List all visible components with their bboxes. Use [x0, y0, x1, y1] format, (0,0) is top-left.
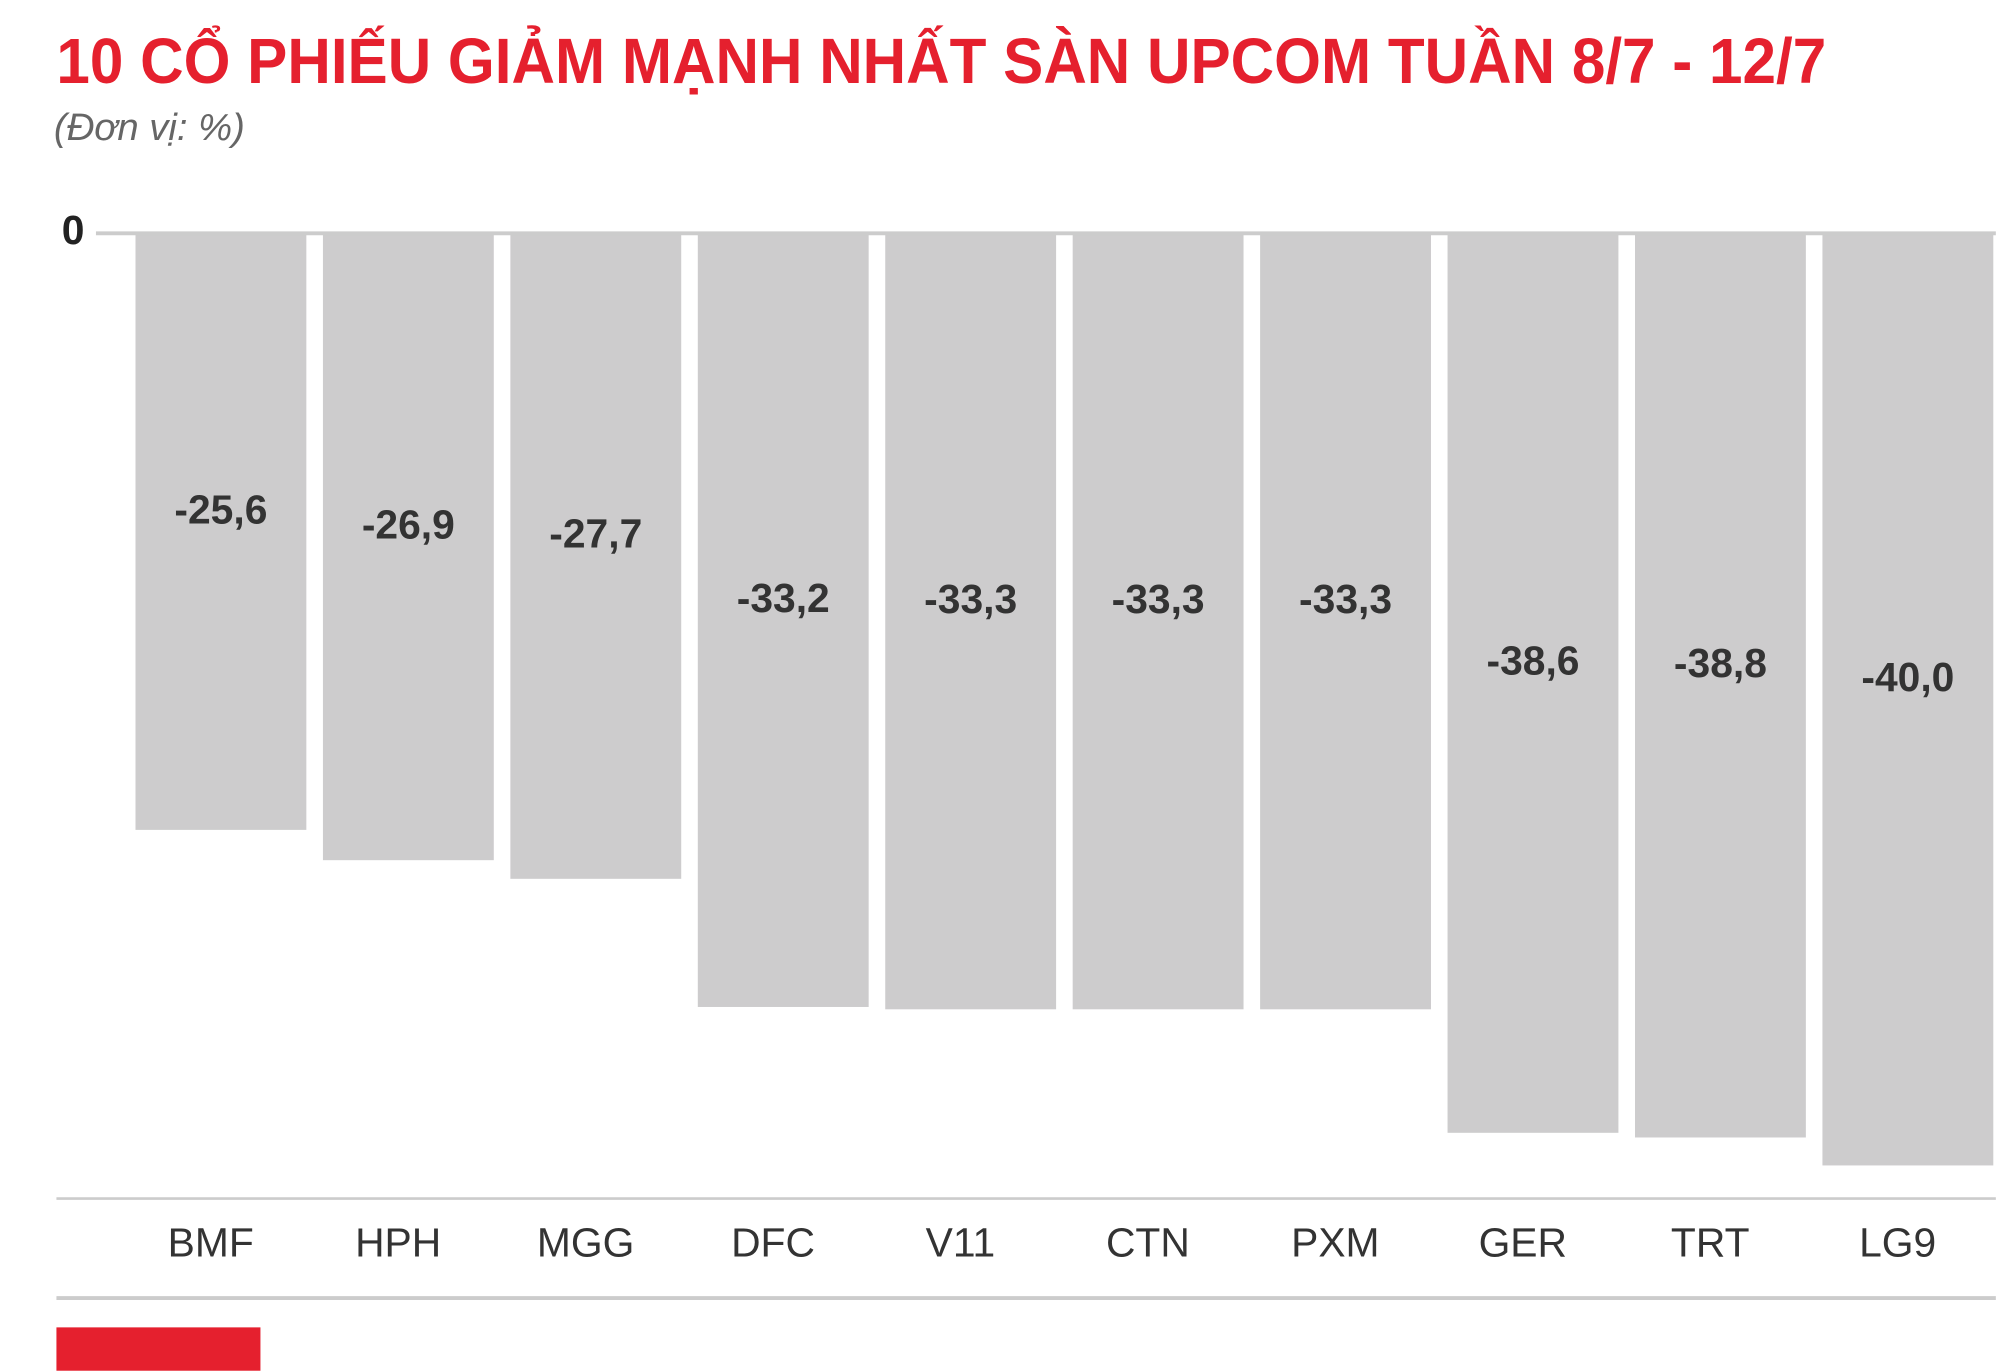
x-tick-label: V11: [926, 1220, 996, 1266]
x-tick-label: PXM: [1291, 1220, 1379, 1266]
value-label: -38,6: [1486, 638, 1579, 684]
x-tick-label: TRT: [1671, 1220, 1750, 1266]
bar: [1260, 233, 1431, 1010]
chart-title: 10 CỔ PHIẾU GIẢM MẠNH NHẤT SÀN UPCOM TUẦ…: [56, 25, 1826, 97]
bar: [322, 233, 494, 861]
y-tick-label: 0: [62, 207, 85, 253]
chart-subtitle: (Đơn vị: %): [54, 106, 245, 149]
x-tick-label: MGG: [537, 1220, 634, 1266]
value-label: -25,6: [174, 486, 267, 532]
bar: [697, 233, 869, 1007]
value-label: -33,2: [737, 575, 830, 621]
bar: [510, 233, 682, 879]
logo-box: [56, 1327, 261, 1371]
x-tick-label: GER: [1479, 1220, 1567, 1266]
bar: [885, 233, 1057, 1010]
value-label: -33,3: [1112, 576, 1205, 622]
value-label: -33,3: [1299, 576, 1392, 622]
value-label: -40,0: [1861, 654, 1954, 700]
x-tick-label: BMF: [168, 1220, 254, 1266]
value-label: -33,3: [924, 576, 1017, 622]
value-label: -26,9: [362, 501, 455, 547]
x-tick-label: HPH: [355, 1220, 441, 1266]
bar: [1822, 233, 1994, 1166]
bar: [1072, 233, 1244, 1010]
bar: [135, 233, 307, 830]
x-tick-label: LG9: [1859, 1220, 1936, 1266]
bar: [1447, 233, 1619, 1133]
value-label: -27,7: [549, 511, 642, 557]
bar: [1634, 233, 1806, 1138]
value-label: -38,8: [1674, 640, 1767, 686]
x-tick-label: DFC: [731, 1220, 815, 1266]
x-tick-label: CTN: [1106, 1220, 1190, 1266]
